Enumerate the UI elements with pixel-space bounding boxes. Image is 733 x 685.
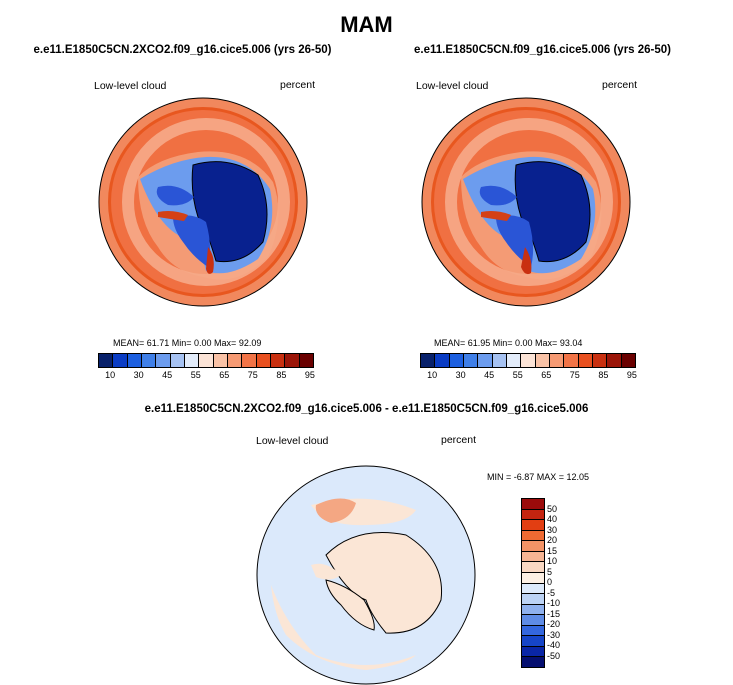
colorbar-swatch — [242, 354, 257, 367]
colorbar-tick-label: 20 — [547, 535, 558, 545]
colorbar-tick-label: 30 — [455, 370, 466, 380]
colorbar-tick-label: 5 — [547, 566, 553, 577]
colorbar-swatch — [621, 354, 635, 367]
colorbar-swatch — [607, 354, 622, 367]
colorbar-tick-label: -40 — [547, 640, 561, 650]
colorbar-swatch — [141, 354, 157, 367]
colorbar-swatch — [592, 354, 608, 367]
colorbar-swatch — [463, 354, 479, 367]
colorbar-tick-label: 10 — [547, 556, 558, 566]
colorbar-tick-label: -10 — [547, 598, 561, 608]
panel2-case-title: e.e11.E1850C5CN.f09_g16.cice5.006 (yrs 2… — [413, 44, 671, 56]
colorbar-swatch — [522, 625, 544, 637]
colorbar-swatch — [478, 354, 493, 367]
colorbar-swatch — [522, 509, 544, 521]
colorbar-swatch — [522, 657, 544, 667]
panel2-variable-label: Low-level cloud — [416, 80, 489, 92]
colorbar-tick-label: 65 — [541, 370, 552, 380]
panel1-colorbar-ticks: 10 30 45 55 65 75 85 95 — [98, 370, 315, 382]
colorbar-swatch — [522, 562, 544, 573]
colorbar-swatch — [564, 354, 579, 367]
colorbar-tick-label: 45 — [484, 370, 495, 380]
panel2-colorbar — [420, 353, 636, 368]
diff-variable-label: Low-level cloud — [256, 435, 329, 447]
panel1-polar-map — [98, 97, 308, 307]
colorbar-tick-label: 55 — [190, 370, 201, 380]
diff-polar-map — [256, 465, 476, 685]
colorbar-tick-label: 65 — [219, 370, 230, 380]
colorbar-tick-label: 45 — [162, 370, 173, 380]
colorbar-swatch — [522, 583, 544, 595]
colorbar-tick-label: -50 — [547, 650, 561, 661]
panel1-stats: MEAN= 61.71 Min= 0.00 Max= 92.09 — [113, 338, 262, 348]
colorbar-tick-label: 75 — [569, 370, 580, 380]
colorbar-swatch — [299, 354, 313, 367]
panel1-units-label: percent — [280, 79, 316, 91]
colorbar-swatch — [535, 354, 550, 367]
colorbar-tick-label: 30 — [133, 370, 144, 380]
colorbar-swatch — [285, 354, 300, 367]
colorbar-swatch — [421, 354, 436, 367]
colorbar-swatch — [522, 646, 544, 658]
colorbar-tick-label: 30 — [547, 524, 558, 535]
colorbar-tick-label: 10 — [105, 370, 116, 380]
colorbar-swatch — [522, 604, 544, 616]
colorbar-swatch — [256, 354, 271, 367]
colorbar-swatch — [99, 354, 114, 367]
colorbar-swatch — [506, 354, 522, 367]
panel1-case-title: e.e11.E1850C5CN.2XCO2.f09_g16.cice5.006 … — [33, 44, 332, 56]
colorbar-tick-label: 95 — [304, 370, 315, 380]
panel1-variable-label: Low-level cloud — [94, 80, 167, 92]
colorbar-swatch — [522, 499, 544, 510]
colorbar-tick-label: 0 — [547, 577, 553, 587]
panel2-stats: MEAN= 61.95 Min= 0.00 Max= 93.04 — [434, 338, 583, 348]
colorbar-swatch — [521, 354, 536, 367]
diff-case-title: e.e11.E1850C5CN.2XCO2.f09_g16.cice5.006 … — [144, 403, 589, 415]
page-title: MAM — [340, 12, 393, 37]
colorbar-tick-label: 50 — [547, 503, 558, 514]
colorbar-swatch — [549, 354, 565, 367]
colorbar-swatch — [522, 551, 544, 563]
panel1-colorbar — [98, 353, 314, 368]
colorbar-tick-label: 85 — [598, 370, 609, 380]
colorbar-swatch — [522, 572, 544, 584]
diff-units-label: percent — [441, 434, 477, 446]
colorbar-tick-label: 40 — [547, 514, 558, 524]
colorbar-swatch — [184, 354, 200, 367]
colorbar-swatch — [113, 354, 128, 367]
colorbar-tick-label: 55 — [512, 370, 523, 380]
colorbar-swatch — [522, 594, 544, 605]
colorbar-swatch — [270, 354, 286, 367]
colorbar-swatch — [449, 354, 464, 367]
colorbar-tick-label: 15 — [547, 545, 558, 556]
colorbar-tick-label: 10 — [427, 370, 438, 380]
panel2-polar-map — [421, 97, 631, 307]
colorbar-tick-label: -20 — [547, 619, 561, 629]
colorbar-swatch — [156, 354, 171, 367]
colorbar-swatch — [199, 354, 214, 367]
colorbar-tick-label: -30 — [547, 629, 561, 640]
diff-stats: MIN = -6.87 MAX = 12.05 — [487, 472, 590, 482]
colorbar-swatch — [127, 354, 142, 367]
diff-colorbar — [521, 498, 545, 668]
panel2-colorbar-ticks: 10 30 45 55 65 75 85 95 — [420, 370, 637, 382]
colorbar-swatch — [435, 354, 450, 367]
colorbar-tick-label: -15 — [547, 608, 561, 619]
colorbar-swatch — [522, 520, 544, 531]
colorbar-swatch — [170, 354, 185, 367]
panel2-units-label: percent — [602, 79, 638, 91]
colorbar-swatch — [522, 530, 544, 542]
colorbar-tick-label: 75 — [247, 370, 258, 380]
colorbar-swatch — [522, 541, 544, 552]
colorbar-tick-label: 95 — [626, 370, 637, 380]
colorbar-swatch — [227, 354, 243, 367]
colorbar-swatch — [522, 636, 544, 647]
colorbar-tick-label: -5 — [547, 587, 556, 598]
diff-colorbar-ticks: 50 40 30 20 15 10 5 0 -5 -10 -15 -20 -30 -40 -50 — [547, 503, 587, 673]
colorbar-swatch — [492, 354, 507, 367]
colorbar-swatch — [213, 354, 228, 367]
colorbar-tick-label: 85 — [276, 370, 287, 380]
colorbar-swatch — [522, 615, 544, 626]
colorbar-swatch — [578, 354, 593, 367]
